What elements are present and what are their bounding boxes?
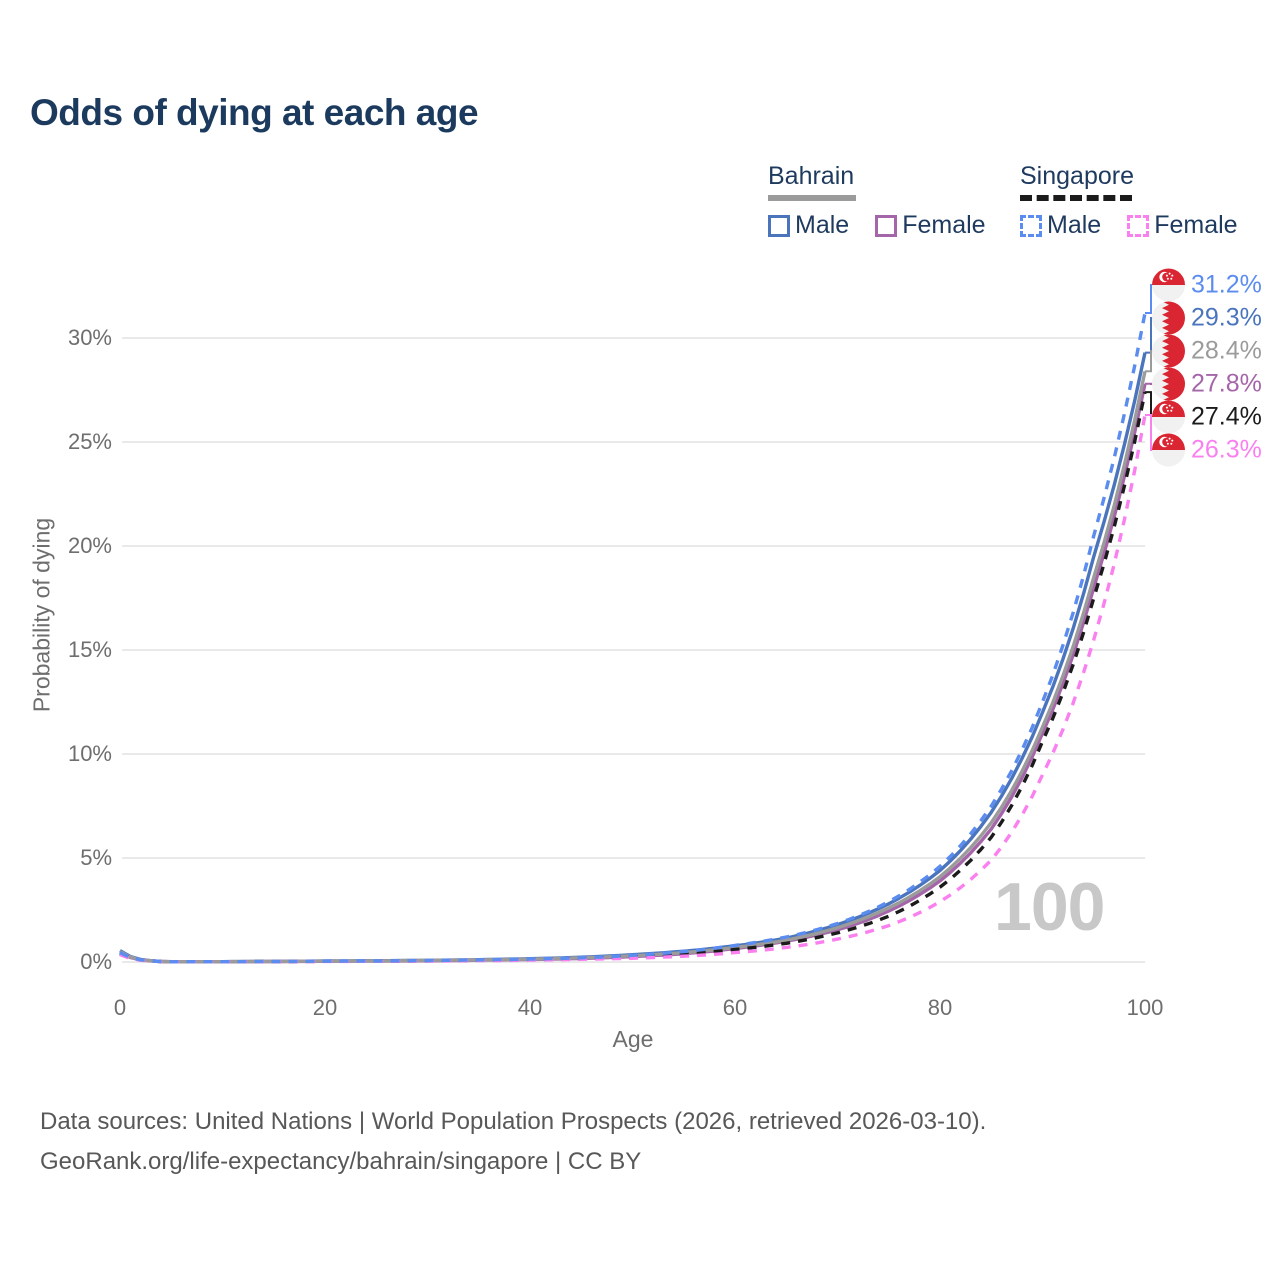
legend-checkbox-singapore-female[interactable] (1127, 214, 1150, 237)
legend-label-singapore-male: Male (1047, 211, 1102, 239)
page-title: Odds of dying at each age (30, 92, 479, 133)
bahrain-flag-icon (1152, 367, 1185, 401)
legend-group-bahrain: Bahrain Male Female (768, 162, 1012, 240)
x-tick-40: 40 (517, 995, 543, 1020)
age-watermark: 100 (994, 869, 1105, 945)
end-value: 26.3% (1191, 435, 1262, 464)
y-tick-25%: 25% (67, 429, 112, 454)
legend-linestyle-dashed-sample (1020, 195, 1132, 201)
legend-country-bahrain: Bahrain (768, 162, 855, 190)
singapore-flag (1152, 268, 1185, 302)
x-tick-20: 20 (312, 995, 338, 1020)
series-line-bahrain-female (119, 383, 1147, 964)
series-line-singapore-female (119, 414, 1147, 964)
series-line-singapore-male (119, 312, 1147, 964)
end-label-bahrain-female: 27.8% (1152, 367, 1262, 401)
bahrain-flag (1152, 367, 1185, 401)
y-tick-20%: 20% (67, 533, 112, 558)
singapore-flag-icon (1152, 433, 1185, 467)
singapore-flag-icon (1152, 268, 1185, 302)
x-tick-100: 100 (1126, 995, 1164, 1020)
end-value: 29.3% (1191, 303, 1262, 332)
legend-label-singapore-female: Female (1154, 211, 1238, 239)
legend-label-bahrain-female: Female (902, 211, 986, 239)
y-tick-30%: 30% (67, 325, 112, 350)
x-axis-title: Age (612, 1026, 654, 1052)
data-source-line: Data sources: United Nations | World Pop… (40, 1108, 987, 1135)
bahrain-flag-icon (1152, 334, 1185, 368)
singapore-flag (1152, 400, 1185, 434)
singapore-flag (1152, 433, 1185, 467)
series-line-bahrain-both-sexes (119, 370, 1147, 964)
y-tick-5%: 5% (80, 845, 112, 870)
legend-checkbox-bahrain-male[interactable] (768, 214, 790, 237)
x-tick-0: 0 (113, 995, 127, 1020)
legend-group-singapore: Singapore Male Female (1020, 162, 1264, 240)
series-line-bahrain-male (119, 352, 1147, 964)
end-label-singapore-both-sexes: 27.4% (1152, 400, 1262, 434)
legend-checkbox-bahrain-female[interactable] (875, 214, 898, 237)
legend-country-singapore: Singapore (1020, 162, 1134, 190)
end-value: 27.4% (1191, 402, 1262, 431)
legend-checkbox-singapore-male[interactable] (1020, 214, 1042, 237)
x-tick-60: 60 (722, 995, 748, 1020)
series-line-singapore-both-sexes (119, 391, 1147, 964)
end-value: 27.8% (1191, 369, 1262, 398)
end-label-singapore-female: 26.3% (1152, 433, 1262, 467)
attribution-line: GeoRank.org/life-expectancy/bahrain/sing… (40, 1148, 642, 1175)
end-value: 28.4% (1191, 336, 1262, 365)
bahrain-flag (1152, 301, 1185, 335)
bahrain-flag-icon (1152, 301, 1185, 335)
y-tick-10%: 10% (67, 741, 112, 766)
singapore-flag-icon (1152, 400, 1185, 434)
end-value: 31.2% (1191, 270, 1262, 299)
end-label-bahrain-male: 29.3% (1152, 301, 1262, 335)
end-label-singapore-male: 31.2% (1152, 268, 1262, 302)
y-tick-15%: 15% (67, 637, 112, 662)
end-label-bahrain-both-sexes: 28.4% (1152, 334, 1262, 368)
x-tick-80: 80 (927, 995, 953, 1020)
y-tick-0%: 0% (80, 949, 112, 974)
bahrain-flag (1152, 334, 1185, 368)
legend-label-bahrain-male: Male (795, 211, 850, 239)
legend-linestyle-solid-sample (768, 195, 856, 201)
